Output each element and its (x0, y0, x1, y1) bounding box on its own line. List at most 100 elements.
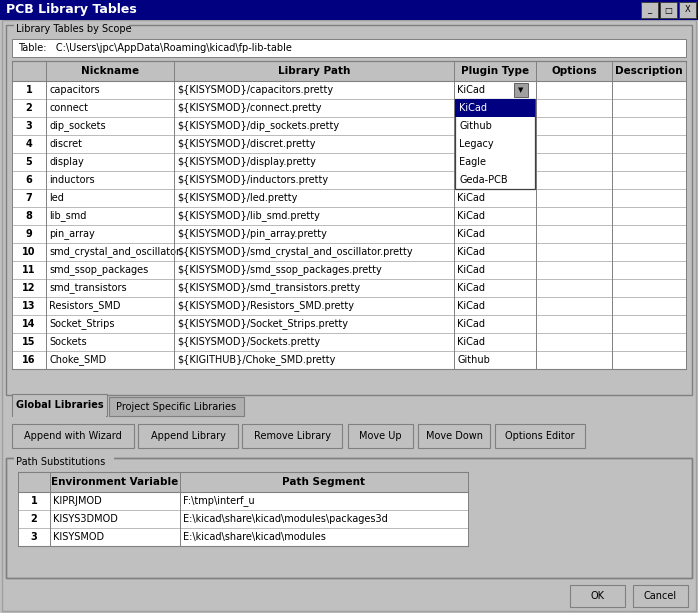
Bar (12, 135, 686, 153)
Text: PCB Library Tables: PCB Library Tables (6, 4, 137, 17)
Bar (6, 458, 692, 578)
Text: Description: Description (615, 66, 683, 76)
Text: ${KISYSMOD}/smd_transistors.pretty: ${KISYSMOD}/smd_transistors.pretty (177, 283, 360, 294)
Text: 4: 4 (26, 139, 32, 149)
Text: smd_ssop_packages: smd_ssop_packages (49, 265, 148, 275)
Bar (12, 243, 686, 261)
Bar (12, 99, 686, 117)
Text: ${KIGITHUB}/Choke_SMD.pretty: ${KIGITHUB}/Choke_SMD.pretty (177, 354, 335, 365)
Bar (633, 585, 688, 607)
Text: ${KISYSMOD}/Socket_Strips.pretty: ${KISYSMOD}/Socket_Strips.pretty (177, 319, 348, 329)
Text: Global Libraries: Global Libraries (15, 400, 103, 410)
Text: 2: 2 (26, 103, 32, 113)
Bar (12, 81, 686, 99)
Text: Choke_SMD: Choke_SMD (49, 354, 106, 365)
Text: 7: 7 (26, 193, 32, 203)
Text: 1: 1 (26, 85, 32, 95)
Text: capacitors: capacitors (49, 85, 100, 95)
Text: KiCad: KiCad (459, 103, 487, 113)
Text: ${KISYSMOD}/smd_crystal_and_oscillator.pretty: ${KISYSMOD}/smd_crystal_and_oscillator.p… (177, 246, 413, 257)
Bar (660, 2, 677, 18)
Text: inductors: inductors (49, 175, 95, 185)
Bar (455, 99, 535, 189)
Text: Path Substitutions: Path Substitutions (16, 457, 105, 467)
Text: KiCad: KiCad (457, 283, 485, 293)
Text: 8: 8 (26, 211, 32, 221)
Bar (12, 225, 686, 243)
Bar (495, 424, 585, 448)
Bar (679, 2, 696, 18)
Text: Github: Github (459, 121, 492, 131)
Text: ${KISYSMOD}/Resistors_SMD.pretty: ${KISYSMOD}/Resistors_SMD.pretty (177, 300, 354, 311)
Text: Table:   C:\Users\jpc\AppData\Roaming\kicad\fp-lib-table: Table: C:\Users\jpc\AppData\Roaming\kica… (18, 43, 292, 53)
Text: smd_crystal_and_oscillator: smd_crystal_and_oscillator (49, 246, 180, 257)
Text: KIPRJMOD: KIPRJMOD (53, 496, 102, 506)
Text: 11: 11 (22, 265, 36, 275)
Text: Options Editor: Options Editor (505, 431, 575, 441)
Text: KiCad: KiCad (457, 85, 485, 95)
Bar (570, 585, 625, 607)
Text: Library Path: Library Path (278, 66, 350, 76)
Text: Options: Options (551, 66, 597, 76)
Text: KiCad: KiCad (457, 121, 485, 131)
Bar (12, 39, 686, 57)
Text: Append Library: Append Library (151, 431, 225, 441)
Bar (12, 153, 686, 171)
Text: connect: connect (49, 103, 88, 113)
Bar (12, 279, 686, 297)
Bar (14, 24, 129, 34)
Bar (12, 171, 686, 189)
Text: Library Tables by Scope: Library Tables by Scope (16, 24, 132, 34)
Bar (12, 261, 686, 279)
Bar (641, 2, 658, 18)
Text: Plugin Type: Plugin Type (461, 66, 529, 76)
Text: dip_sockets: dip_sockets (49, 121, 105, 131)
Text: 2: 2 (31, 514, 38, 524)
Bar (12, 333, 686, 351)
Text: 1: 1 (31, 496, 38, 506)
Text: 13: 13 (22, 301, 36, 311)
Text: 14: 14 (22, 319, 36, 329)
Bar (13, 415, 106, 418)
Text: ▼: ▼ (519, 87, 524, 93)
Text: KISYS3DMOD: KISYS3DMOD (53, 514, 118, 524)
Bar (18, 492, 468, 510)
Text: 12: 12 (22, 283, 36, 293)
Text: ${KISYSMOD}/display.pretty: ${KISYSMOD}/display.pretty (177, 157, 316, 167)
Text: KISYSMOD: KISYSMOD (53, 532, 104, 542)
Text: Path Segment: Path Segment (283, 477, 366, 487)
Text: 5: 5 (26, 157, 32, 167)
Text: Github: Github (457, 355, 490, 365)
Bar (0, 0, 698, 20)
Text: Append with Wizard: Append with Wizard (24, 431, 122, 441)
Text: smd_transistors: smd_transistors (49, 283, 126, 294)
Text: KiCad: KiCad (457, 157, 485, 167)
Text: ${KISYSMOD}/inductors.pretty: ${KISYSMOD}/inductors.pretty (177, 175, 328, 185)
Text: _: _ (647, 6, 652, 15)
Text: KiCad: KiCad (457, 193, 485, 203)
Text: Move Down: Move Down (426, 431, 482, 441)
Bar (455, 99, 535, 117)
Text: ${KISYSMOD}/capacitors.pretty: ${KISYSMOD}/capacitors.pretty (177, 85, 333, 95)
Text: Resistors_SMD: Resistors_SMD (49, 300, 121, 311)
Text: KiCad: KiCad (457, 337, 485, 347)
Text: Geda-PCB: Geda-PCB (459, 175, 507, 185)
Bar (12, 424, 134, 448)
Text: Legacy: Legacy (459, 139, 493, 149)
Bar (18, 528, 468, 546)
Text: ${KISYSMOD}/connect.pretty: ${KISYSMOD}/connect.pretty (177, 103, 322, 113)
Text: ${KISYSMOD}/dip_sockets.pretty: ${KISYSMOD}/dip_sockets.pretty (177, 121, 339, 131)
Bar (12, 315, 686, 333)
Text: E:\kicad\share\kicad\modules: E:\kicad\share\kicad\modules (183, 532, 326, 542)
Text: 10: 10 (22, 247, 36, 257)
Bar (12, 189, 686, 207)
Text: ${KISYSMOD}/discret.pretty: ${KISYSMOD}/discret.pretty (177, 139, 315, 149)
Text: Eagle: Eagle (459, 157, 486, 167)
Text: □: □ (664, 6, 672, 15)
Text: pin_array: pin_array (49, 229, 95, 240)
Text: E:\kicad\share\kicad\modules\packages3d: E:\kicad\share\kicad\modules\packages3d (183, 514, 388, 524)
Text: Remove Library: Remove Library (253, 431, 330, 441)
Text: led: led (49, 193, 64, 203)
Text: lib_smd: lib_smd (49, 210, 87, 221)
Text: KiCad: KiCad (457, 211, 485, 221)
